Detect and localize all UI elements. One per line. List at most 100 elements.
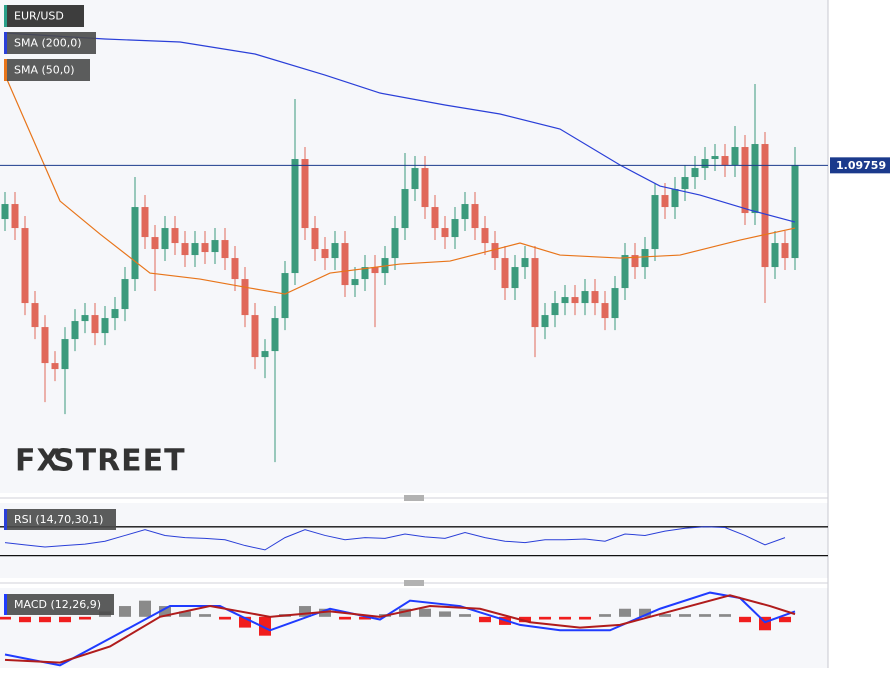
candle-body	[611, 288, 619, 319]
watermark: FX	[15, 444, 61, 479]
last-price-box	[830, 157, 890, 174]
legend-box[interactable]	[4, 5, 84, 27]
candle-body	[491, 243, 499, 259]
indicator-line	[4, 526, 786, 551]
candle-body	[421, 168, 429, 208]
candle-body	[31, 303, 39, 328]
candle-body	[331, 243, 339, 259]
candle-body	[411, 168, 419, 190]
candle-body	[301, 159, 309, 229]
candle-body	[681, 177, 689, 190]
main-panel	[0, 0, 828, 493]
candle-body	[451, 219, 459, 238]
candle-body	[791, 165, 799, 259]
candle-body	[181, 243, 189, 256]
candle-body	[211, 240, 219, 253]
candle-body	[371, 267, 379, 274]
candle-body	[271, 318, 279, 352]
histogram-bar	[519, 616, 531, 623]
label-layer: FX STREET EUR/USD SMA (200,0) SMA (50,0)…	[4, 5, 886, 615]
histogram-bar	[359, 616, 371, 620]
candle-body	[91, 315, 99, 334]
candle-body	[131, 207, 139, 280]
candle-body	[281, 273, 289, 319]
candle-body	[651, 195, 659, 250]
candle-body	[531, 258, 539, 328]
histogram-bar	[399, 608, 411, 617]
candle-body	[21, 228, 29, 304]
histogram-bar	[19, 616, 31, 623]
candle-body	[621, 255, 629, 289]
macd-panel	[0, 588, 828, 668]
candle-body	[401, 189, 409, 229]
histogram-bar	[779, 616, 791, 623]
candle-body	[291, 159, 299, 274]
candle-body	[591, 291, 599, 304]
histogram-bar	[419, 608, 431, 617]
candle-body	[361, 267, 369, 280]
mark-layer	[0, 32, 890, 667]
histogram-bar	[699, 614, 711, 617]
candle-body	[661, 195, 669, 208]
candle-body	[471, 204, 479, 229]
candle-body	[781, 243, 789, 259]
candle-body	[771, 243, 779, 268]
candle-body	[481, 228, 489, 244]
legend-swatch	[4, 594, 7, 615]
candle-body	[601, 303, 609, 319]
candle-body	[561, 297, 569, 304]
histogram-bar	[679, 614, 691, 617]
legend-label: SMA (200,0)	[14, 37, 82, 50]
resize-handle[interactable]	[404, 495, 424, 586]
watermark: STREET	[53, 444, 186, 479]
histogram-bar	[119, 606, 131, 617]
candle-body	[161, 228, 169, 250]
legend-box[interactable]	[4, 59, 90, 81]
indicator-title: RSI (14,70,30,1)	[14, 513, 103, 526]
legend-box[interactable]	[4, 594, 114, 615]
candle-body	[221, 240, 229, 259]
histogram-bar	[199, 614, 211, 617]
candle-body	[441, 228, 449, 238]
macd-line	[4, 591, 796, 667]
legend-swatch	[4, 32, 7, 54]
legend-box[interactable]	[4, 509, 116, 530]
sma-line	[4, 32, 796, 223]
histogram-bar	[339, 616, 351, 620]
candle-body	[201, 243, 209, 253]
candle-body	[61, 339, 69, 370]
histogram-bar	[159, 606, 171, 617]
candle-body	[701, 159, 709, 169]
chart-title: EUR/USD	[14, 10, 64, 23]
candle-body	[191, 243, 199, 256]
histogram-bar	[539, 616, 551, 620]
candle-body	[341, 243, 349, 286]
candle-body	[731, 147, 739, 166]
candle-body	[501, 258, 509, 289]
histogram-bar	[259, 616, 271, 636]
candle-body	[241, 279, 249, 316]
candle-body	[511, 267, 519, 289]
candle-body	[101, 318, 109, 334]
legend-box[interactable]	[4, 32, 96, 54]
legend-swatch	[4, 5, 7, 27]
candle-body	[641, 249, 649, 268]
candle-body	[81, 315, 89, 322]
legend-swatch	[4, 509, 7, 530]
histogram-bar	[439, 611, 451, 617]
histogram-bar	[39, 616, 51, 623]
candle-body	[431, 207, 439, 229]
histogram-bar	[739, 616, 751, 623]
histogram-bar	[599, 614, 611, 617]
histogram-bar	[619, 608, 631, 617]
histogram-bar	[0, 616, 11, 620]
histogram-bar	[559, 616, 571, 620]
candle-body	[11, 204, 19, 229]
histogram-bar	[179, 611, 191, 617]
last-price-label: 1.09759	[836, 159, 886, 172]
histogram-bar	[479, 616, 491, 623]
histogram-bar	[139, 600, 151, 617]
candle-body	[711, 156, 719, 160]
sma-line	[4, 74, 796, 295]
